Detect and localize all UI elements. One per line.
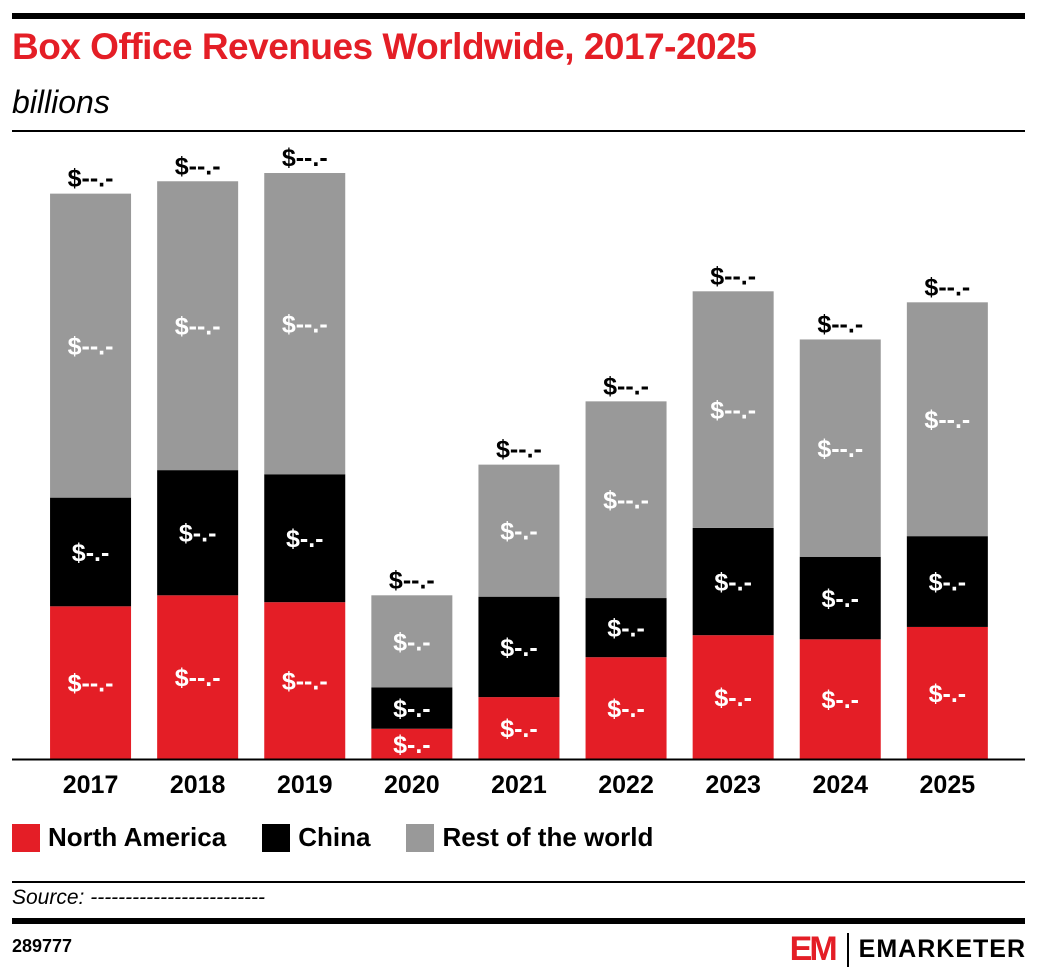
bar-segment-china-2023: [692, 527, 774, 636]
bar-segment-china-2021: [478, 596, 560, 698]
data-label-china-2017: $-.-: [72, 539, 110, 567]
bar-segment-rest-of-world-2023: [692, 291, 774, 528]
x-tick-label-2017: 2017: [63, 771, 119, 799]
bar-segment-china-2025: [906, 536, 988, 627]
source-note: Source: -------------------------: [12, 886, 266, 909]
footer-rule: [12, 918, 1025, 924]
brand-logo: EM EMARKETER: [790, 930, 1026, 969]
legend-swatch-china: [262, 823, 291, 852]
x-tick-label-2024: 2024: [812, 771, 868, 799]
data-label-north-america-2020: $-.-: [393, 731, 431, 759]
chart-id: 289777: [12, 936, 73, 956]
legend: North America China Rest of the world: [12, 822, 689, 853]
data-label-china-2019: $-.-: [286, 525, 324, 553]
x-tick-label-2021: 2021: [491, 771, 547, 799]
stacked-bar-chart: $--.- $-.- $--.- $--.- 2017 $--.- $-.- $--.- $--…: [12, 144, 1025, 799]
brand-mark: EM: [789, 930, 838, 968]
bar-segment-rest-of-world-2017: [50, 193, 132, 498]
bar-segment-north-america-2022: [585, 657, 667, 759]
legend-item-north-america: North America: [12, 822, 226, 853]
data-label-rest-of-world-2017: $--.-: [68, 333, 114, 361]
bar-segment-china-2020: [371, 687, 453, 729]
chart-title: Box Office Revenues Worldwide, 2017-2025: [12, 26, 757, 67]
legend-label-north-america: North America: [48, 822, 227, 852]
total-label-2024: $--.-: [817, 310, 863, 338]
data-label-rest-of-world-2020: $-.-: [393, 628, 431, 656]
data-label-north-america-2024: $-.-: [822, 686, 860, 714]
data-label-rest-of-world-2023: $--.-: [710, 397, 756, 425]
data-label-rest-of-world-2018: $--.-: [175, 313, 221, 341]
bar-segment-north-america-2024: [799, 639, 881, 759]
data-label-north-america-2017: $--.-: [68, 670, 114, 698]
bar-segment-rest-of-world-2019: [264, 173, 346, 475]
total-label-2022: $--.-: [603, 372, 649, 400]
bar-segment-china-2018: [157, 470, 239, 596]
x-tick-label-2023: 2023: [705, 771, 761, 799]
total-label-2021: $--.-: [496, 436, 542, 464]
header-rule: [12, 130, 1025, 132]
chart-subtitle: billions: [12, 84, 110, 120]
data-label-china-2023: $-.-: [714, 569, 752, 597]
legend-swatch-rest-of-world: [406, 823, 435, 852]
data-label-china-2025: $-.-: [929, 569, 967, 597]
data-label-north-america-2025: $-.-: [929, 680, 967, 708]
bar-segment-north-america-2018: [157, 595, 239, 759]
x-tick-label-2020: 2020: [384, 771, 440, 799]
data-label-north-america-2018: $--.-: [175, 664, 221, 692]
data-label-china-2021: $-.-: [500, 634, 538, 662]
data-label-rest-of-world-2021: $-.-: [500, 518, 538, 546]
bar-segment-china-2019: [264, 474, 346, 603]
legend-item-china: China: [262, 822, 370, 853]
bar-segment-rest-of-world-2022: [585, 401, 667, 599]
bar-segment-north-america-2019: [264, 602, 346, 759]
data-label-rest-of-world-2019: $--.-: [282, 311, 328, 339]
bar-segment-north-america-2020: [371, 728, 453, 759]
brand-separator: [846, 932, 849, 967]
brand-name: EMARKETER: [858, 935, 1026, 963]
bar-segment-china-2022: [585, 598, 667, 658]
legend-swatch-north-america: [12, 823, 40, 852]
total-label-2019: $--.-: [282, 144, 328, 172]
x-tick-label-2022: 2022: [598, 771, 654, 799]
bar-segment-rest-of-world-2021: [478, 464, 560, 597]
legend-item-rest-of-world: Rest of the world: [406, 822, 653, 853]
total-label-2025: $--.-: [924, 273, 970, 301]
total-label-2023: $--.-: [710, 262, 756, 290]
data-label-china-2022: $-.-: [607, 615, 645, 643]
bar-segment-rest-of-world-2018: [157, 181, 239, 471]
data-label-north-america-2021: $-.-: [500, 715, 538, 743]
x-tick-label-2018: 2018: [170, 771, 226, 799]
data-label-china-2020: $-.-: [393, 695, 431, 723]
bar-segment-north-america-2017: [50, 606, 132, 759]
data-label-north-america-2023: $-.-: [714, 684, 752, 712]
data-label-china-2024: $-.-: [822, 585, 860, 613]
top-rule: [12, 13, 1025, 19]
legend-label-rest-of-world: Rest of the world: [442, 822, 654, 852]
bar-segment-rest-of-world-2020: [371, 595, 453, 688]
total-label-2018: $--.-: [175, 152, 221, 180]
data-label-north-america-2022: $-.-: [607, 695, 645, 723]
bar-segment-china-2017: [50, 497, 132, 607]
bar-segment-north-america-2025: [906, 626, 988, 759]
data-label-rest-of-world-2024: $--.-: [817, 435, 863, 463]
total-label-2020: $--.-: [389, 566, 435, 594]
source-rule: [12, 881, 1025, 883]
data-label-north-america-2019: $--.-: [282, 668, 328, 696]
bar-segment-rest-of-world-2025: [906, 302, 988, 537]
total-label-2017: $--.-: [68, 165, 114, 193]
data-label-china-2018: $-.-: [179, 520, 217, 548]
data-label-rest-of-world-2022: $--.-: [603, 487, 649, 515]
x-tick-label-2019: 2019: [277, 771, 333, 799]
data-label-rest-of-world-2025: $--.-: [924, 406, 970, 434]
bar-segment-north-america-2021: [478, 697, 560, 759]
bar-segment-china-2024: [799, 556, 881, 640]
legend-label-china: China: [298, 822, 371, 852]
bar-segment-north-america-2023: [692, 635, 774, 759]
bar-segment-rest-of-world-2024: [799, 339, 881, 557]
x-tick-label-2025: 2025: [920, 771, 976, 799]
